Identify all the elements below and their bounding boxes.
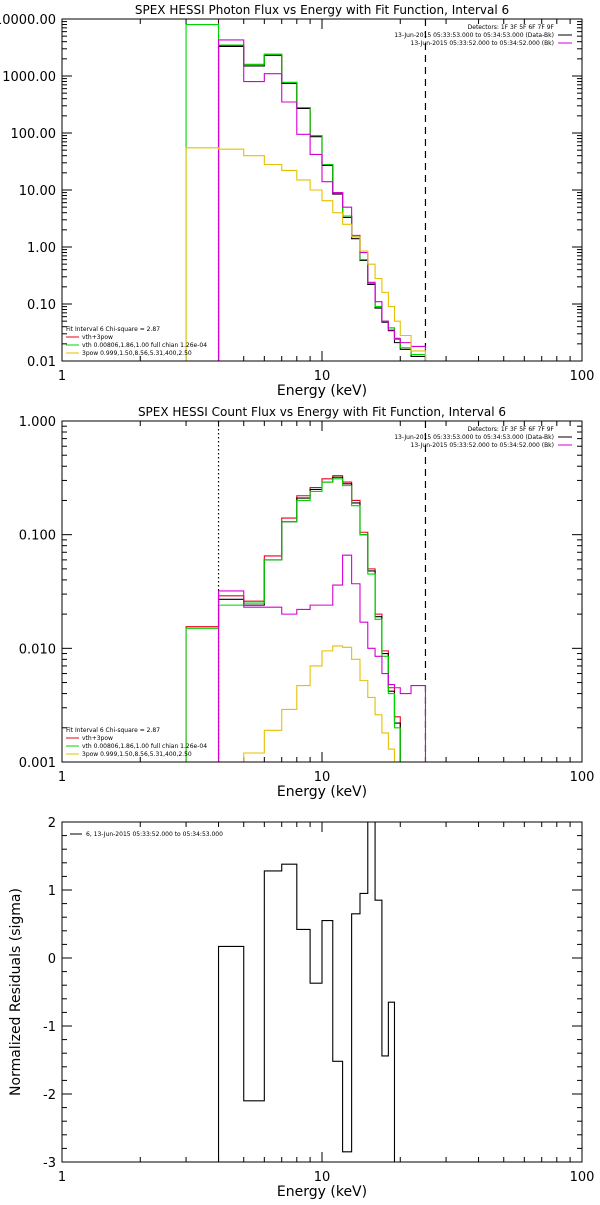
series-red-1 <box>185 475 401 762</box>
plot-area <box>217 822 396 1162</box>
x-tick-label: 10 <box>314 369 331 384</box>
y-tick-label: 0.01 <box>27 355 56 370</box>
y-tick-label: -1 <box>43 1020 56 1035</box>
y-tick-label: 1.00 <box>27 241 56 256</box>
x-tick-label: 10 <box>314 770 331 785</box>
plot-frame <box>61 821 583 1163</box>
x-tick-label: 100 <box>570 1170 595 1185</box>
series-green-3 <box>185 478 412 762</box>
y-tick-label: -3 <box>43 1156 56 1171</box>
legend-bottomleft-text: vth+3pow <box>82 334 113 341</box>
legend-topleft-text: 6, 13-Jun-2015 05:33:52.000 to 05:34:53.… <box>86 831 223 838</box>
series-black-histogram <box>217 822 396 1162</box>
chart-panel-3: 1 10 100 -3 -2 -1 0 1 2 Energy (keV) Normalized Re… <box>8 816 594 1200</box>
y-tick-label: 0.10 <box>27 298 56 313</box>
legend-topright-text: Detectors: 1F 3F 5F 6F 7F 9F <box>468 426 555 433</box>
legend-bottomleft-text: vth+3pow <box>82 735 113 742</box>
series-yellow-5 <box>217 645 401 762</box>
legend-bottomleft-text: vth 0.00806,1.86,1.00 full chian 1.26e-0… <box>82 743 207 750</box>
y-tick-label: -2 <box>43 1088 56 1103</box>
x-axis-label: Energy (keV) <box>277 1184 367 1200</box>
legend-topright-text: 13-Jun-2015 05:33:52.000 to 05:34:52.000… <box>411 442 554 449</box>
x-tick-label: 100 <box>570 770 595 785</box>
legend-bottomleft-text: 3pow 0.999,1.50,8.56,5.31,400,2.50 <box>82 751 192 758</box>
legend-topright-text: Detectors: 1F 3F 5F 6F 7F 9F <box>468 24 555 31</box>
y-tick-label: 1000.00 <box>2 70 56 85</box>
series-green-3 <box>185 23 427 361</box>
x-axis-label: Energy (keV) <box>277 784 367 800</box>
y-axis-label: Normalized Residuals (sigma) <box>8 888 24 1096</box>
legend-bottomleft-text: 3pow 0.999,1.50,8.56,5.31,400,2.50 <box>82 350 192 357</box>
legend-bottomleft-text: vth 0.00806,1.86,1.00 full chian 1.26e-0… <box>82 342 207 349</box>
y-tick-label: 0.010 <box>19 642 56 657</box>
legend-bottomleft-text: Fit Interval 6 Chi-square = 2.87 <box>66 727 160 734</box>
y-tick-label: 1 <box>48 884 56 899</box>
x-axis-label: Energy (keV) <box>277 383 367 399</box>
plot-area <box>185 421 427 762</box>
y-tick-label: 1.000 <box>19 415 56 430</box>
x-tick-label: 1 <box>58 369 66 384</box>
plot-area <box>185 19 427 361</box>
x-tick-label: 100 <box>570 369 595 384</box>
chart-title: SPEX HESSI Count Flux vs Energy with Fit… <box>138 405 506 419</box>
series-magenta-histogram <box>217 39 427 361</box>
y-tick-label: 0.100 <box>19 529 56 544</box>
y-tick-label: 10000.00 <box>0 13 56 28</box>
series-magenta-histogram <box>217 554 427 762</box>
x-tick-label: 1 <box>58 770 66 785</box>
legend-topright-text: 13-Jun-2015 05:33:52.000 to 05:34:52.000… <box>411 40 554 47</box>
x-tick-label: 10 <box>314 1170 331 1185</box>
chart-panel-2: SPEX HESSI Count Flux vs Energy with Fit… <box>19 405 595 800</box>
chart-panel-1: SPEX HESSI Photon Flux vs Energy with Fi… <box>0 3 594 399</box>
chart-title: SPEX HESSI Photon Flux vs Energy with Fi… <box>135 3 509 17</box>
legend-topright-text: 13-Jun-2015 05:33:53.000 to 05:34:53.000… <box>394 32 554 39</box>
legend-topright-text: 13-Jun-2015 05:33:53.000 to 05:34:53.000… <box>394 434 554 441</box>
y-tick-label: 2 <box>48 816 56 831</box>
series-yellow-5 <box>185 147 427 361</box>
plot-frame <box>61 420 583 763</box>
legend-bottomleft-text: Fit Interval 6 Chi-square = 2.87 <box>66 326 160 333</box>
y-tick-label: 0 <box>48 952 56 967</box>
y-tick-label: 10.00 <box>19 184 56 199</box>
plot-frame <box>61 18 583 362</box>
x-tick-label: 1 <box>58 1170 66 1185</box>
y-tick-label: 0.001 <box>19 756 56 771</box>
series-black-histogram <box>217 476 401 762</box>
y-tick-label: 100.00 <box>11 127 57 142</box>
